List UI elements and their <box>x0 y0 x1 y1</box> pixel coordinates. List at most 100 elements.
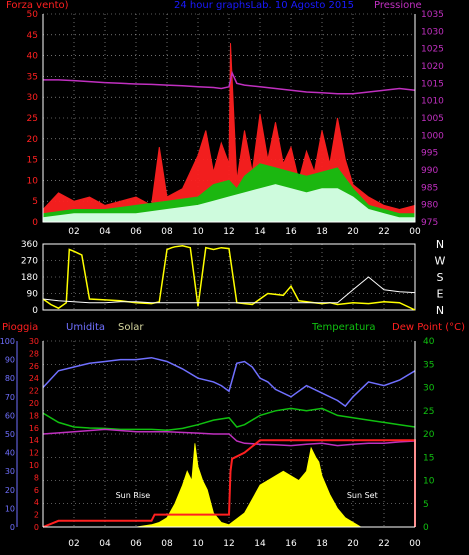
temperature-y-tick: 0 <box>423 523 429 533</box>
rain-y-tick: 10 <box>29 461 39 470</box>
wind-label: Forza vento) <box>6 0 69 11</box>
humidity-y-tick: 20 <box>5 486 15 495</box>
humidity-y-tick: 10 <box>5 504 15 513</box>
humidity-y-tick: 80 <box>5 374 15 383</box>
rain-y-tick: 2 <box>34 511 39 520</box>
rain-y-tick: 28 <box>29 349 39 358</box>
humidity-label: Umidita <box>66 322 106 333</box>
pressure-y-tick: 995 <box>421 149 438 159</box>
pressure-y-tick: 975 <box>421 218 438 228</box>
temperature-line <box>42 407 416 432</box>
climate-x-tick: 18 <box>316 539 328 549</box>
humidity-y-tick: 40 <box>5 449 15 458</box>
solar-label: Solar <box>118 322 144 333</box>
temperature-y-tick: 15 <box>423 453 434 463</box>
temperature-y-tick: 25 <box>423 407 434 417</box>
rain-y-tick: 22 <box>29 387 39 396</box>
rain-y-tick: 6 <box>34 486 39 495</box>
rain-y-tick: 20 <box>29 399 39 408</box>
compass-label: W <box>435 255 446 268</box>
rain-y-tick: 16 <box>29 424 39 433</box>
humidity-y-tick: 50 <box>5 430 15 439</box>
temperature-y-tick: 35 <box>423 360 434 370</box>
compass-label: S <box>437 271 444 284</box>
climate-x-tick: 00 <box>409 539 421 549</box>
rain-line <box>42 439 416 528</box>
humidity-y-tick: 100 <box>0 337 15 346</box>
direction-y-tick: 180 <box>21 273 38 283</box>
wind-x-tick: 16 <box>285 227 297 237</box>
pressure-y-tick: 1020 <box>421 62 444 72</box>
wind-x-tick: 02 <box>68 227 79 237</box>
temperature-y-tick: 40 <box>423 337 435 347</box>
wind-min-area <box>42 184 416 223</box>
humidity-y-tick: 0 <box>10 523 15 532</box>
temperature-y-tick: 30 <box>423 384 435 394</box>
wind-x-tick: 14 <box>254 227 266 237</box>
direction-frame <box>42 243 416 311</box>
rain-y-tick: 8 <box>34 473 39 482</box>
sun-set-annotation: Sun Set <box>347 491 378 500</box>
humidity-line <box>42 356 416 408</box>
sun-rise-annotation: Sun Rise <box>116 491 151 500</box>
climate-x-tick: 08 <box>161 539 173 549</box>
wind-y-tick: 20 <box>27 135 39 145</box>
wind-y-tick: 50 <box>27 10 39 20</box>
dewpoint-line <box>42 428 416 447</box>
wind-x-tick: 08 <box>161 227 173 237</box>
wind-x-tick: 04 <box>99 227 111 237</box>
direction-y-tick: 90 <box>27 290 39 300</box>
wind-x-tick: 10 <box>192 227 204 237</box>
wind-x-tick: 12 <box>223 227 234 237</box>
temperature-y-tick: 20 <box>423 430 435 440</box>
direction-y-tick: 270 <box>21 257 38 267</box>
climate-x-tick: 20 <box>347 539 359 549</box>
rain-y-tick: 12 <box>29 449 39 458</box>
wind-y-tick: 10 <box>27 176 39 186</box>
climate-x-tick: 06 <box>130 539 142 549</box>
pressure-y-tick: 1005 <box>421 114 444 124</box>
climate-x-tick: 12 <box>223 539 234 549</box>
pressure-line <box>43 70 416 95</box>
direction-y-tick: 360 <box>21 240 38 250</box>
solar-area <box>135 443 363 528</box>
rain-y-tick: 26 <box>29 362 39 371</box>
rain-y-tick: 0 <box>34 523 39 532</box>
humidity-y-tick: 90 <box>5 356 15 365</box>
rain-y-tick: 30 <box>29 337 39 346</box>
wind-x-tick: 20 <box>347 227 359 237</box>
chart-title: 24 hour graphsLab. 10 Agosto 2015 <box>174 0 354 11</box>
wind-direction-avg-line <box>42 276 416 304</box>
humidity-y-tick: 70 <box>5 393 15 402</box>
pressure-y-tick: 1015 <box>421 79 444 89</box>
pressure-y-tick: 1035 <box>421 10 444 20</box>
rain-y-tick: 18 <box>29 411 39 420</box>
climate-x-tick: 14 <box>254 539 266 549</box>
wind-y-tick: 0 <box>32 218 38 228</box>
pressure-y-tick: 985 <box>421 183 438 193</box>
wind-x-tick: 22 <box>378 227 389 237</box>
wind-y-tick: 30 <box>27 93 39 103</box>
direction-y-tick: 0 <box>32 306 38 316</box>
rain-label: Pioggia <box>2 322 39 333</box>
pressure-label: Pressione <box>374 0 422 11</box>
climate-x-tick: 02 <box>68 539 79 549</box>
climate-x-tick: 16 <box>285 539 297 549</box>
wind-y-tick: 15 <box>27 156 38 166</box>
climate-x-tick: 22 <box>378 539 389 549</box>
temperature-y-tick: 5 <box>423 500 429 510</box>
pressure-y-tick: 1000 <box>421 131 444 141</box>
rain-y-tick: 4 <box>34 498 39 507</box>
pressure-y-tick: 980 <box>421 201 438 211</box>
pressure-y-tick: 990 <box>421 166 438 176</box>
climate-x-tick: 04 <box>99 539 111 549</box>
dewpoint-label: Dew Point (°C) <box>392 322 466 333</box>
compass-label: N <box>436 238 444 251</box>
wind-y-tick: 25 <box>27 114 38 124</box>
climate-x-tick: 10 <box>192 539 204 549</box>
pressure-y-tick: 1010 <box>421 97 444 107</box>
humidity-y-tick: 30 <box>5 467 15 476</box>
wind-y-tick: 45 <box>27 31 38 41</box>
